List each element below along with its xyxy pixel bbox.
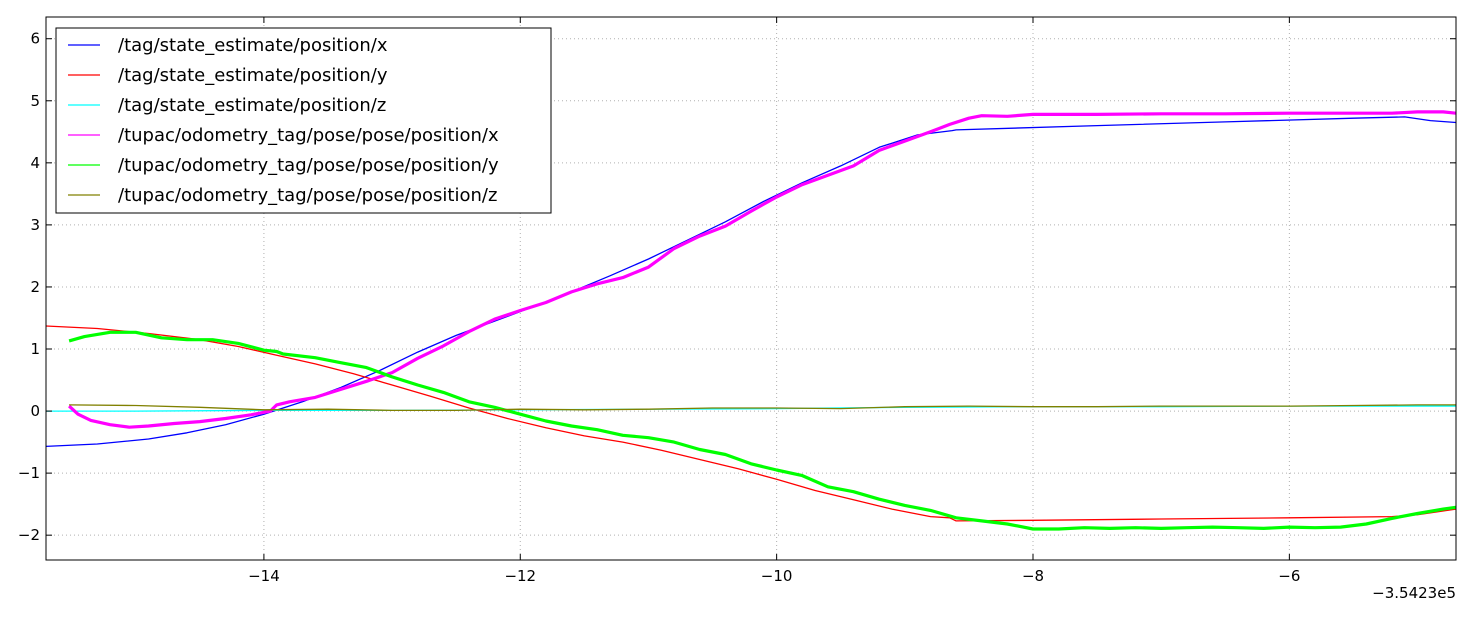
legend-label: /tupac/odometry_tag/pose/pose/position/z xyxy=(118,185,497,206)
y-tick-label: −1 xyxy=(18,464,40,482)
legend-label: /tag/state_estimate/position/y xyxy=(118,65,388,86)
y-tick-label: 2 xyxy=(30,278,40,296)
legend-box xyxy=(55,27,552,214)
series-layer xyxy=(46,110,1456,531)
series-line-4 xyxy=(68,110,1456,429)
plot-frame xyxy=(45,16,1457,561)
legend-label: /tupac/odometry_tag/pose/pose/position/y xyxy=(118,155,499,176)
x-tick-label: −12 xyxy=(504,567,536,585)
y-tick-label: 5 xyxy=(30,92,40,110)
x-tick-label: −6 xyxy=(1278,567,1300,585)
x-tick-label: −14 xyxy=(248,567,280,585)
y-tick-label: 1 xyxy=(30,340,40,358)
x-tick-label: −10 xyxy=(761,567,793,585)
series-line-2 xyxy=(46,325,1456,522)
x-offset-label: −3.5423e5 xyxy=(1372,584,1456,602)
series-line-5 xyxy=(68,330,1456,531)
legend-label: /tupac/odometry_tag/pose/pose/position/x xyxy=(118,125,499,146)
series-line-6 xyxy=(69,404,1456,412)
series-line-1 xyxy=(46,116,1456,448)
y-tick-label: 6 xyxy=(30,30,40,48)
legend-label: /tag/state_estimate/position/x xyxy=(118,35,388,56)
legend: /tag/state_estimate/position/x/tag/state… xyxy=(55,27,552,214)
y-tick-label: 3 xyxy=(30,216,40,234)
y-tick-label: −2 xyxy=(18,526,40,544)
y-tick-label: 0 xyxy=(30,402,40,420)
y-tick-label: 4 xyxy=(30,154,40,172)
x-tick-label: −8 xyxy=(1022,567,1044,585)
legend-label: /tag/state_estimate/position/z xyxy=(118,95,386,116)
